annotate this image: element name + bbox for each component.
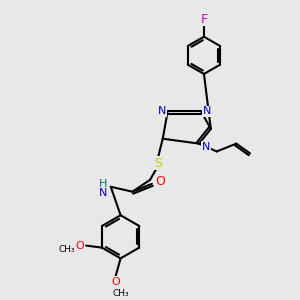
Text: CH₃: CH₃ [112, 289, 129, 298]
Text: H: H [99, 179, 107, 189]
Text: N: N [99, 188, 107, 198]
Text: CH₃: CH₃ [58, 245, 75, 254]
Text: N: N [158, 106, 166, 116]
Text: F: F [200, 13, 208, 26]
Text: N: N [203, 106, 211, 116]
Text: O: O [75, 241, 84, 250]
Text: O: O [111, 277, 120, 287]
Text: O: O [155, 176, 165, 188]
Text: N: N [202, 142, 210, 152]
Text: S: S [154, 157, 162, 170]
